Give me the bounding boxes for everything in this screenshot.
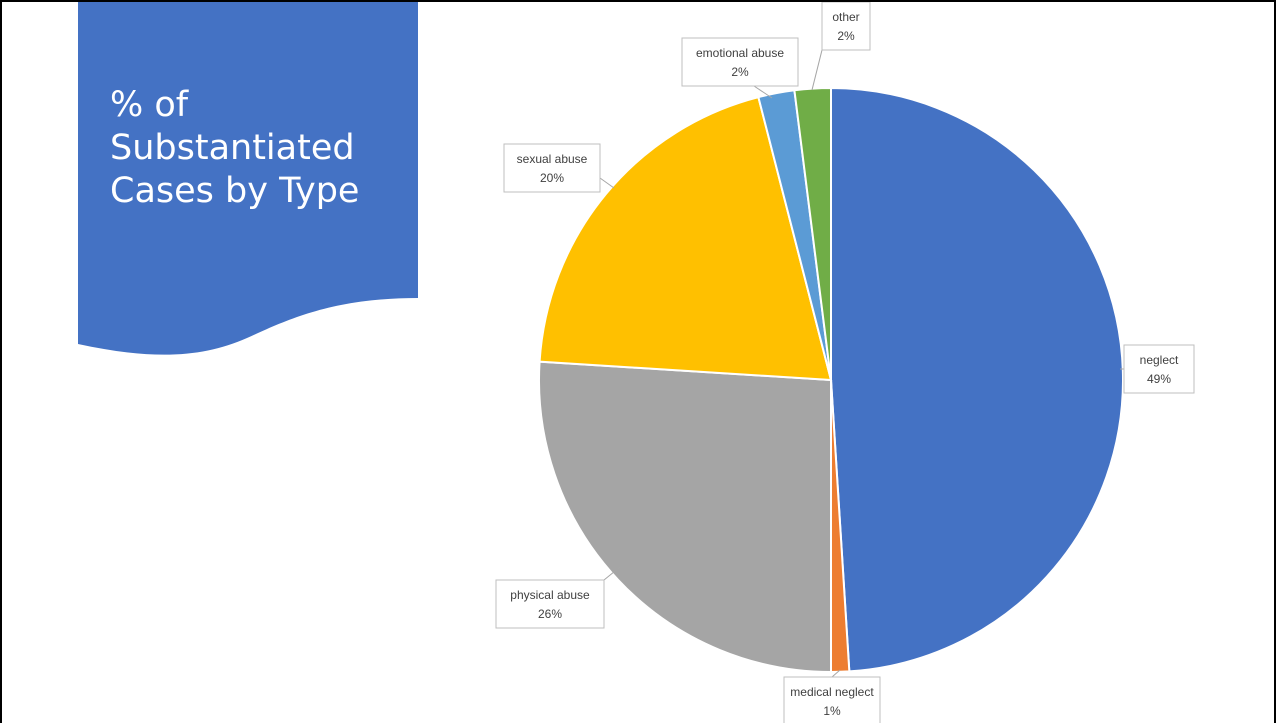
data-label-neglect: neglect 49% xyxy=(1120,344,1195,394)
slice-label-value: 26% xyxy=(538,607,562,621)
leader-line xyxy=(603,566,621,581)
data-label-emotional-abuse: emotional abuse 2% xyxy=(681,37,799,99)
label-box xyxy=(503,143,601,193)
pie-slice-physical-abuse xyxy=(538,360,832,674)
label-box xyxy=(1123,344,1195,394)
slice-label-name: neglect xyxy=(1140,353,1179,367)
slice-label-value: 1% xyxy=(823,704,841,718)
label-box xyxy=(821,2,871,51)
data-label-other: other 2% xyxy=(811,2,871,91)
leader-line xyxy=(753,85,773,99)
label-box xyxy=(681,37,799,87)
slice-label-name: emotional abuse xyxy=(696,46,784,60)
slice-label-value: 2% xyxy=(731,65,749,79)
slice-label-value: 20% xyxy=(540,171,564,185)
slice-label-name: sexual abuse xyxy=(517,152,588,166)
slice-label-value: 49% xyxy=(1147,372,1171,386)
slice-label-name: other xyxy=(832,10,859,24)
data-label-medical-neglect: medical neglect 1% xyxy=(783,669,881,723)
slice-label-name: medical neglect xyxy=(790,685,874,699)
pie-slice-neglect xyxy=(830,86,1124,673)
data-label-physical-abuse: physical abuse 26% xyxy=(495,566,621,629)
slice-label-name: physical abuse xyxy=(510,588,590,602)
leader-line xyxy=(599,177,615,189)
label-box xyxy=(495,579,605,629)
data-label-sexual-abuse: sexual abuse 20% xyxy=(503,143,615,193)
label-box xyxy=(783,676,881,723)
leader-line xyxy=(831,669,841,678)
leader-line xyxy=(811,49,823,91)
slice-label-value: 2% xyxy=(837,29,855,43)
slide-title: % of Substantiated Cases by Type xyxy=(110,85,360,211)
pie-slice-sexual-abuse xyxy=(538,95,833,382)
